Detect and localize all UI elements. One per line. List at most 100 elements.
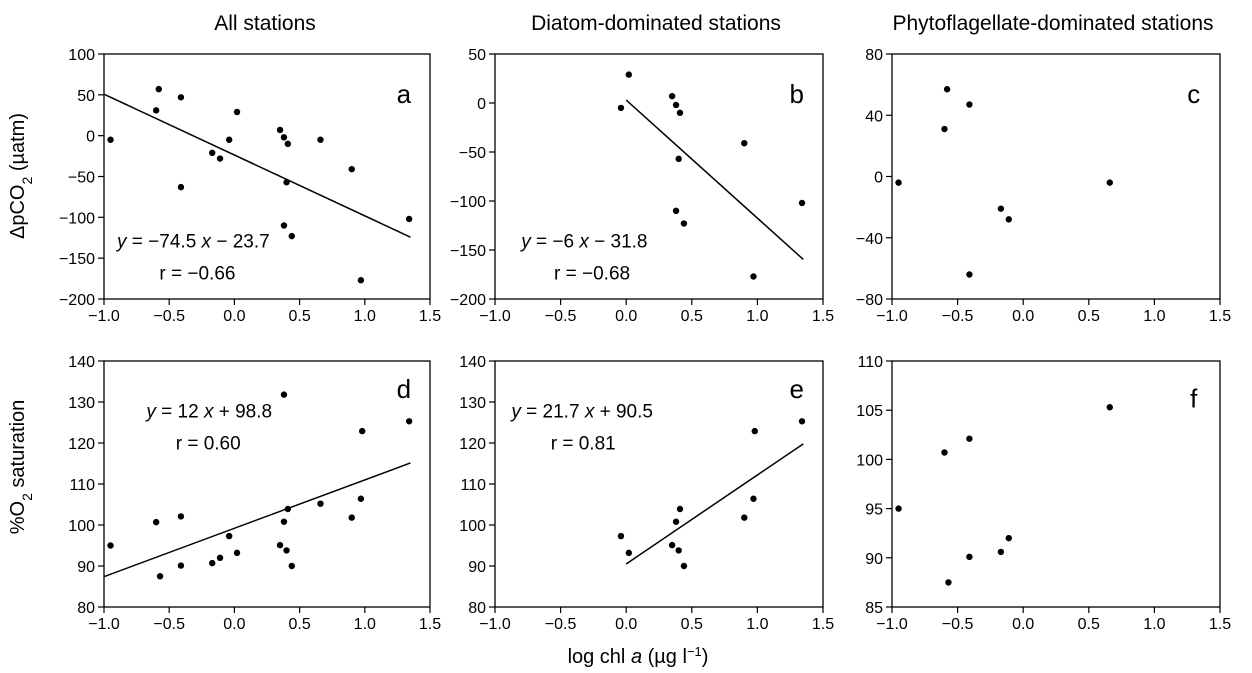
panel-b: −1.0 −0.5 0.0 0.5 1.0 1.5 −200 −150 −100 −50 0 50 b y…	[450, 47, 834, 325]
panel-d: −1.0 −0.5 0.0 0.5 1.0 1.5 80 90 100 110 120 130 140 d…	[68, 354, 441, 633]
y-tick-label: 110	[69, 477, 95, 494]
y-tick-label: −200	[450, 292, 486, 309]
data-point	[209, 149, 216, 157]
data-point	[177, 562, 185, 569]
data-point	[617, 104, 625, 112]
y-tick-label: −50	[459, 145, 486, 162]
x-tick-label: 1.5	[419, 616, 441, 633]
data-point	[177, 183, 185, 191]
regression-equation: y = 21.7 x + 90.5	[509, 402, 653, 423]
y-tick-label: −80	[856, 292, 883, 309]
data-point	[152, 518, 160, 526]
regression-equation: y = 12 x + 98.8	[144, 402, 272, 423]
data-point	[280, 391, 288, 398]
y-tick-label: 0	[874, 170, 883, 187]
x-tick-label: −0.5	[153, 616, 185, 633]
data-point	[216, 155, 224, 162]
data-point	[617, 532, 625, 540]
x-tick-label: −1.0	[479, 616, 511, 633]
x-tick-label: −1.0	[88, 616, 120, 633]
data-point	[945, 579, 952, 586]
x-tick-label: 0.5	[288, 308, 310, 325]
data-point	[895, 505, 902, 512]
plot-frame	[103, 53, 431, 300]
x-tick-label: −1.0	[876, 616, 908, 633]
y-tick-label: 40	[865, 108, 883, 125]
y-tick-label: 50	[77, 88, 95, 105]
data-point	[675, 547, 682, 554]
x-tick-label: 1.0	[746, 616, 768, 633]
x-tick-label: 0.5	[1078, 616, 1100, 633]
y-tick-label: −50	[68, 170, 95, 187]
data-point	[357, 277, 365, 284]
data-point	[966, 435, 973, 442]
data-point	[233, 549, 241, 557]
x-tick-label: 0.5	[288, 616, 310, 633]
regression-equation: y = −6 x − 31.8	[519, 232, 647, 253]
data-point	[675, 155, 682, 163]
y-tick-label: 110	[857, 354, 883, 371]
x-tick-label: 0.5	[681, 616, 703, 633]
x-tick-label: 0.0	[615, 616, 637, 633]
data-point	[680, 562, 688, 570]
data-point	[216, 554, 224, 561]
y-tick-label: 140	[459, 354, 486, 371]
data-point	[997, 548, 1005, 556]
data-point	[1005, 216, 1012, 223]
x-tick-label: 0.5	[681, 308, 703, 325]
x-tick-label: 1.5	[812, 616, 834, 633]
x-tick-label: 0.0	[1012, 616, 1034, 633]
data-point	[741, 139, 748, 147]
data-point	[358, 427, 366, 435]
data-point	[405, 418, 413, 425]
x-tick-label: 0.5	[1078, 308, 1100, 325]
y-tick-label: 90	[468, 559, 486, 576]
data-point	[107, 136, 114, 143]
data-point	[284, 140, 292, 148]
y-tick-label: 85	[865, 600, 883, 617]
x-tick-label: −1.0	[88, 308, 120, 325]
data-point	[317, 500, 324, 507]
data-point	[107, 542, 114, 549]
x-tick-label: 0.0	[1012, 308, 1034, 325]
x-tick-label: −0.5	[942, 616, 974, 633]
data-point	[283, 547, 290, 554]
x-tick-label: 1.0	[354, 308, 376, 325]
data-point	[152, 107, 160, 114]
panel-letter: a	[397, 79, 412, 109]
column-title-all: All stations	[214, 12, 316, 35]
panel-a: −1.0 −0.5 0.0 0.5 1.0 1.5 −200 −150 −100 −50 0 50 10…	[59, 47, 441, 325]
data-point	[284, 505, 292, 513]
correlation-r: r = −0.68	[554, 263, 630, 284]
y-tick-label: 100	[459, 518, 486, 535]
data-point	[1106, 179, 1113, 186]
x-tick-label: 1.0	[354, 616, 376, 633]
data-point	[348, 514, 355, 521]
data-point	[177, 513, 185, 520]
plot-frame	[891, 360, 1221, 608]
data-point	[280, 518, 288, 525]
data-point	[672, 101, 680, 109]
y-tick-label: 0	[86, 129, 95, 146]
x-tick-label: 1.5	[419, 308, 441, 325]
y-tick-label: −100	[59, 210, 95, 227]
x-tick-label: −1.0	[479, 308, 511, 325]
data-point	[280, 222, 288, 229]
data-point	[233, 108, 241, 116]
y-tick-label: 120	[68, 436, 95, 453]
column-title-diatom: Diatom-dominated stations	[531, 12, 781, 35]
data-point	[225, 532, 233, 540]
correlation-r: r = −0.66	[159, 263, 235, 284]
y-tick-label: 110	[460, 477, 486, 494]
data-point	[348, 165, 355, 173]
correlation-r: r = 0.81	[551, 434, 616, 455]
data-point	[317, 136, 324, 143]
data-point	[750, 495, 757, 502]
panel-letter: d	[397, 374, 411, 404]
data-point	[225, 136, 233, 143]
y-tick-label: 100	[68, 518, 95, 535]
data-point	[751, 427, 758, 435]
panel-letter: b	[790, 79, 804, 109]
data-point	[750, 273, 757, 280]
